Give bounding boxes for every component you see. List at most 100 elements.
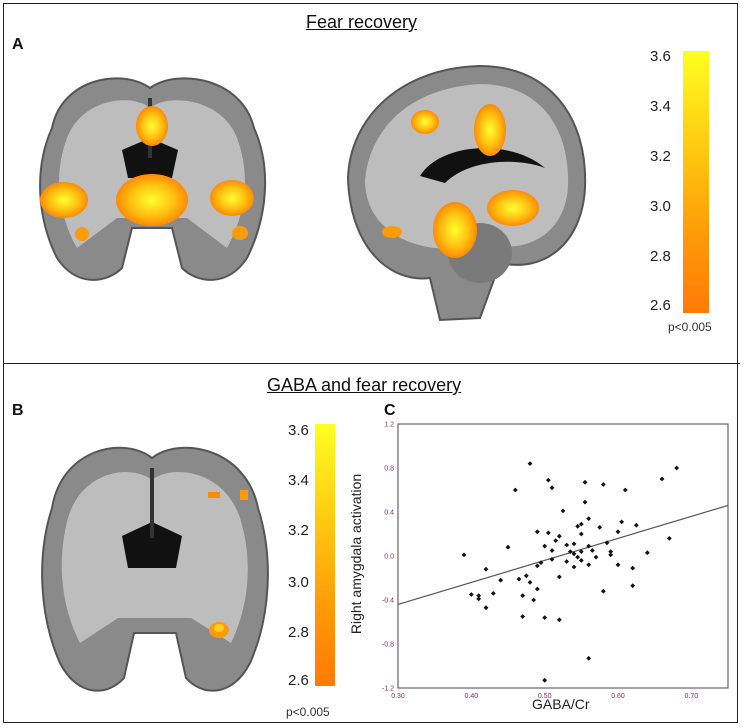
data-point (659, 476, 665, 482)
data-point (578, 558, 584, 563)
data-point (556, 533, 562, 539)
colorbar-b (315, 424, 335, 686)
data-point (674, 465, 680, 471)
data-point (597, 525, 603, 530)
data-point (516, 576, 522, 582)
colorbar-b-tick-6: 2.6 (288, 672, 309, 689)
data-point (534, 586, 540, 592)
data-point (542, 615, 548, 620)
data-point (600, 588, 606, 594)
colorbar-a-tick-2: 3.4 (650, 98, 671, 115)
data-point (571, 551, 577, 557)
data-point (534, 529, 540, 535)
fear-recovery-title: Fear recovery (306, 12, 418, 32)
panel-letter-b: B (12, 402, 24, 419)
coronal-brain-image-a (39, 77, 267, 281)
data-point (600, 482, 606, 487)
colorbar-a-threshold: p<0.005 (668, 320, 712, 334)
data-point (586, 562, 592, 568)
data-point (527, 580, 533, 585)
data-point (549, 485, 555, 491)
data-point (582, 499, 588, 505)
panel-letter-a: A (12, 36, 24, 53)
scatter-plot-c: 0.30 0.40 0.50 0.60 0.70 1.2 0.8 0.4 0.0 -0.4 -0.8… (382, 422, 729, 700)
data-point (483, 605, 489, 611)
data-point (483, 566, 489, 572)
data-point (538, 560, 544, 565)
data-point (604, 540, 610, 546)
colorbar-b-tick-5: 2.8 (288, 624, 309, 641)
data-point (575, 554, 581, 560)
data-point (564, 542, 570, 548)
data-point (542, 677, 548, 683)
data-point (545, 477, 551, 483)
colorbar-b-tick-2: 3.4 (288, 472, 309, 489)
data-point (571, 564, 577, 570)
data-point (490, 591, 496, 596)
scatter-y-axis-title: Right amygdala activation (348, 473, 365, 635)
data-point (556, 617, 562, 623)
data-point (608, 552, 614, 558)
y-tick-label: -0.4 (382, 598, 394, 605)
colorbar-b-tick-4: 3.0 (288, 574, 309, 591)
scatter-plot-area (397, 423, 729, 689)
data-point (589, 548, 595, 553)
gaba-fear-recovery-title: GABA and fear recovery (267, 375, 462, 395)
data-point (505, 544, 511, 550)
data-point (542, 543, 548, 549)
data-point (523, 573, 529, 579)
y-tick-label: 0.0 (384, 554, 394, 561)
colorbar-b-tick-1: 3.6 (288, 422, 309, 439)
x-tick-label: 0.30 (391, 693, 405, 700)
regression-line (397, 504, 729, 605)
x-tick-label: 0.60 (611, 693, 625, 700)
y-tick-label: -0.8 (382, 642, 394, 649)
data-point (666, 536, 672, 541)
data-point (468, 592, 474, 597)
data-point (564, 559, 570, 564)
data-point (476, 596, 482, 602)
data-point (527, 461, 533, 466)
data-point (578, 521, 584, 527)
data-point (560, 508, 566, 514)
data-point (512, 487, 518, 493)
y-tick-label: 0.4 (384, 510, 394, 517)
data-point (619, 519, 625, 525)
data-point (586, 543, 592, 549)
data-point (571, 541, 577, 547)
data-point (531, 597, 537, 603)
data-point (498, 577, 504, 583)
y-tick-label: 0.8 (384, 466, 394, 473)
data-point (630, 565, 636, 571)
scatter-x-axis-title: GABA/Cr (532, 696, 590, 712)
data-point (633, 522, 639, 528)
data-point (549, 556, 555, 562)
data-point (567, 549, 573, 554)
colorbar-a-tick-1: 3.6 (650, 48, 671, 65)
colorbar-a-tick-3: 3.2 (650, 148, 671, 165)
data-point (549, 548, 555, 553)
data-point (586, 655, 592, 661)
data-point (575, 523, 581, 529)
data-point (615, 562, 621, 568)
data-point (520, 614, 526, 619)
data-point (553, 538, 559, 543)
data-point (476, 593, 482, 598)
data-point (545, 530, 551, 536)
data-point (593, 554, 599, 560)
data-point (615, 529, 621, 535)
data-point (608, 549, 614, 554)
data-point (622, 487, 628, 493)
sagittal-brain-image-a (346, 64, 587, 322)
data-point (644, 550, 650, 556)
data-point (586, 516, 592, 521)
x-tick-label: 0.40 (465, 693, 479, 700)
colorbar-b-tick-3: 3.2 (288, 522, 309, 539)
colorbar-a (683, 51, 709, 313)
colorbar-b-threshold: p<0.005 (286, 705, 330, 719)
colorbar-a-tick-5: 2.8 (650, 248, 671, 265)
data-point (556, 574, 562, 580)
data-point (578, 531, 584, 537)
colorbar-a-tick-4: 3.0 (650, 198, 671, 215)
x-tick-label: 0.70 (685, 693, 699, 700)
